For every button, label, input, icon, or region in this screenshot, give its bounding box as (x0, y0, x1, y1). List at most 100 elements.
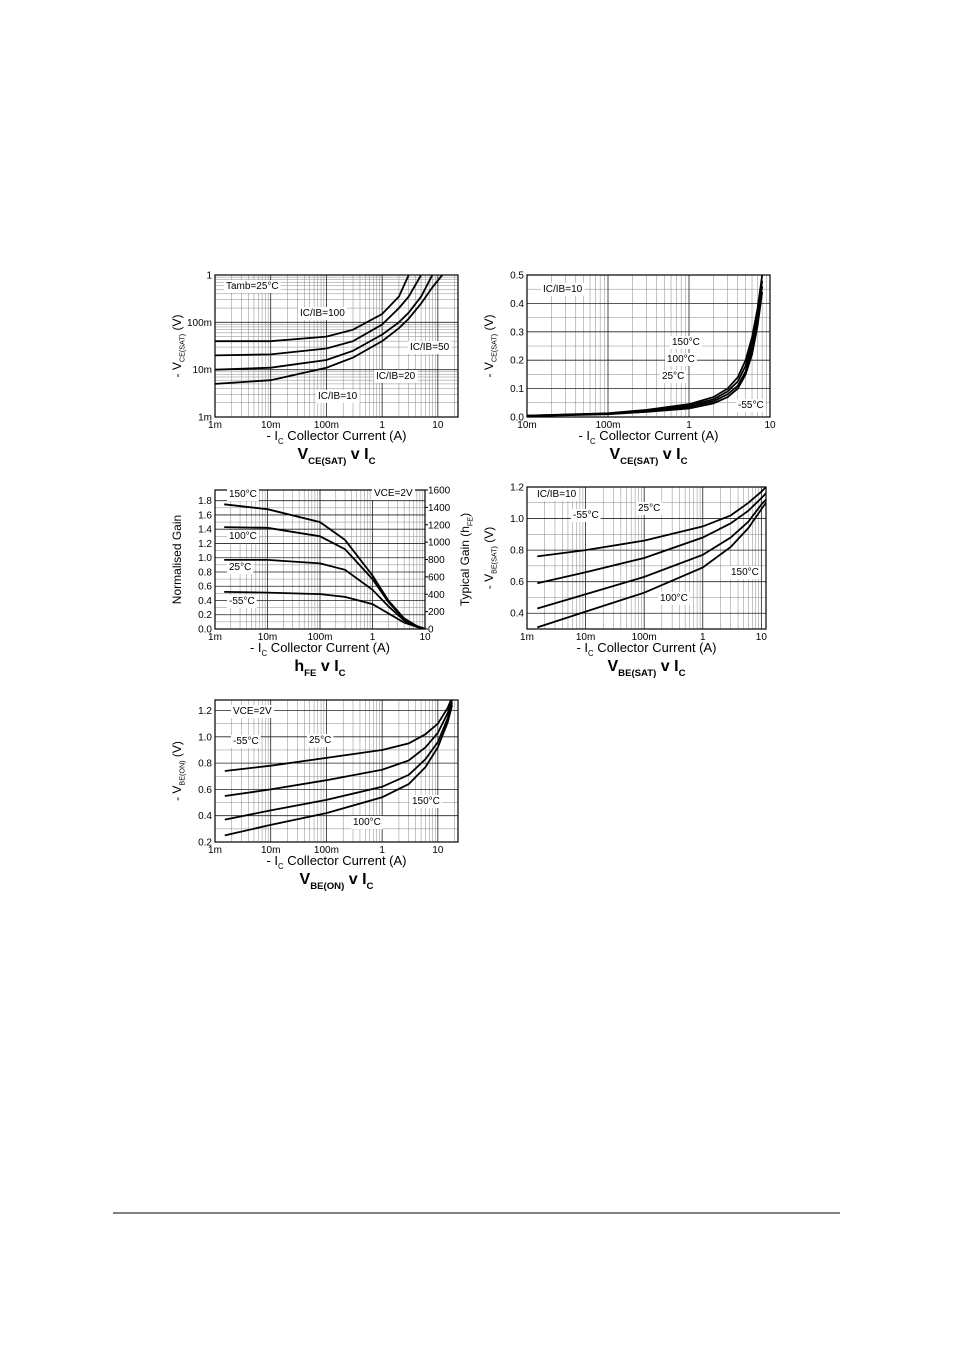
x-tick-label: 10 (419, 632, 431, 643)
x-tick-label: 1 (370, 632, 376, 643)
plot-frame (526, 274, 771, 418)
y-axis-label: - VCE(SAT) (V) (482, 315, 499, 378)
y-axis-label-part: BE(SAT) (490, 546, 499, 574)
label-background (227, 595, 257, 608)
x-axis-label-part: Collector Current (A) (284, 428, 407, 443)
label-background (665, 353, 697, 366)
series-line (224, 700, 452, 772)
y-tick-label: 0.4 (198, 596, 212, 607)
x-tick-label: 10m (261, 420, 280, 431)
series-line (537, 502, 766, 629)
y-tick-label: 0.3 (510, 327, 524, 338)
series-line (224, 705, 453, 837)
series-label: 150°C (412, 796, 440, 807)
y2-axis-label: Typical Gain (hFE) (458, 513, 475, 606)
y-axis-label-part: - V (482, 362, 496, 377)
series-label: IC/IB=100 (300, 308, 345, 319)
x-axis-label-part: - I (576, 640, 588, 655)
series-label: -55°C (229, 596, 255, 607)
label-background (660, 370, 687, 383)
y-tick-label: 1.0 (510, 514, 524, 525)
series-line (537, 498, 766, 610)
chart-title-part: V (609, 446, 620, 463)
series-label: 25°C (309, 735, 331, 746)
y-tick-label: 0.8 (510, 546, 524, 557)
x-axis-label: - IC Collector Current (A) (266, 428, 406, 446)
y-tick-label: 0.2 (198, 838, 212, 849)
chart: 1m 10m 100m 1 10 0.2 0.4 0.6 0.8 1.0 1.2 (198, 699, 459, 856)
x-tick-label: 10m (261, 845, 280, 856)
label-background (227, 561, 254, 574)
y-tick-label: 1 (206, 271, 212, 282)
x-axis-label: - IC Collector Current (A) (576, 640, 716, 658)
x-tick-label: 1m (208, 632, 222, 643)
y-tick-label: 0.6 (510, 577, 524, 588)
x-tick-label: 10 (764, 420, 776, 431)
x-axis-label-part: C (278, 862, 284, 871)
plot-frame (214, 699, 459, 843)
y-axis-label-part: (V) (482, 315, 496, 334)
y-axis-label-part: - V (482, 574, 496, 589)
series-label: 25°C (662, 371, 684, 382)
plot-frame (214, 274, 459, 418)
label-background (227, 488, 259, 501)
x-tick-label: 1 (686, 420, 692, 431)
chart-title: VCE(SAT) v IC (297, 446, 375, 467)
chart: 10m 100m 1 10 0.0 0.1 0.2 0.3 0.4 0.5 (510, 271, 776, 432)
x-tick-label: 100m (632, 632, 657, 643)
x-tick-label: 1m (208, 845, 222, 856)
y2-tick-label: 400 (428, 590, 445, 601)
series-label: 100°C (660, 593, 688, 604)
series-label: -55°C (233, 736, 259, 747)
x-tick-label: 1m (520, 632, 534, 643)
label-background (408, 341, 452, 354)
x-axis-label-part: Collector Current (A) (594, 640, 717, 655)
x-axis-label-part: C (278, 437, 284, 446)
chart-title-part: BE(SAT) (618, 668, 656, 679)
chart-title-part: C (679, 668, 686, 679)
y-tick-label: 0.4 (510, 299, 524, 310)
y-tick-label: 1.0 (198, 553, 212, 564)
annotation: IC/IB=10 (543, 284, 583, 295)
y-tick-label: 0.4 (510, 609, 524, 620)
y-tick-label: 1m (198, 413, 212, 424)
y2-tick-label: 800 (428, 555, 445, 566)
plot-frame (214, 489, 426, 630)
label-background (351, 816, 383, 829)
chart-title-part: C (339, 668, 346, 679)
series-line (215, 275, 434, 371)
chart-title-part: v I (658, 446, 680, 463)
label-background (736, 399, 766, 412)
series-label: 150°C (731, 567, 759, 578)
y-axis-label: - VBE(ON) (V) (170, 741, 187, 801)
x-tick-label: 10 (432, 420, 444, 431)
y-tick-label: 0.0 (198, 625, 212, 636)
x-tick-label: 10 (756, 632, 768, 643)
y2-tick-label: 0 (428, 625, 434, 636)
label-background (372, 487, 415, 500)
series-line (215, 275, 410, 343)
series-label: 100°C (667, 354, 695, 365)
series-label: 100°C (229, 531, 257, 542)
y2-tick-label: 200 (428, 607, 445, 618)
series-label: 25°C (229, 562, 251, 573)
y-axis-label-part: Normalised Gain (170, 515, 184, 604)
y-tick-label: 1.2 (198, 539, 212, 550)
series-line (527, 291, 764, 417)
series-label: IC/IB=10 (318, 391, 358, 402)
y-axis-label-part: BE(ON) (178, 760, 187, 785)
y-axis-label-part: (V) (482, 527, 496, 546)
x-axis-label-part: - I (266, 428, 278, 443)
x-axis-label: - IC Collector Current (A) (266, 853, 406, 871)
y-tick-label: 0.0 (510, 413, 524, 424)
y2-tick-label: 1000 (428, 538, 451, 549)
y-tick-label: 0.6 (198, 785, 212, 796)
x-axis-label-part: C (590, 437, 596, 446)
x-axis-label-part: - I (250, 640, 262, 655)
chart-title-part: CE(SAT) (308, 456, 346, 467)
x-tick-label: 10 (432, 845, 444, 856)
plot-frame (526, 486, 767, 630)
series-line (224, 591, 425, 629)
y-axis-label-part: - V (170, 786, 184, 801)
